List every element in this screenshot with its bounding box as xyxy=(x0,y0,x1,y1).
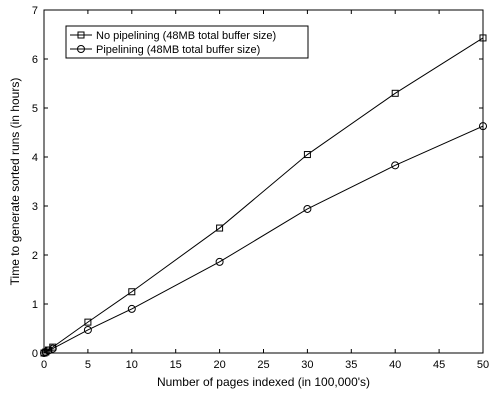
data-point-pipelining xyxy=(44,346,53,355)
x-tick-label: 40 xyxy=(389,359,401,371)
x-tick-label: 35 xyxy=(345,359,357,371)
legend-label-no-pipelining: No pipelining (48MB total buffer size) xyxy=(96,30,276,42)
y-tick-label: 6 xyxy=(32,54,38,66)
data-point-pipelining xyxy=(127,304,136,313)
x-tick-label: 45 xyxy=(433,359,445,371)
y-tick-label: 5 xyxy=(32,103,38,115)
y-tick-label: 0 xyxy=(32,348,38,360)
y-tick-label: 2 xyxy=(32,250,38,262)
data-point-pipelining xyxy=(391,161,400,170)
data-point-pipelining xyxy=(479,122,487,131)
data-point-no-pipelining xyxy=(391,89,399,97)
y-tick-label: 1 xyxy=(32,299,38,311)
data-point-no-pipelining xyxy=(216,224,224,232)
series-layer xyxy=(40,34,487,357)
data-point-no-pipelining xyxy=(479,34,487,42)
x-tick-label: 50 xyxy=(477,359,489,371)
x-tick-label: 30 xyxy=(301,359,313,371)
y-tick-label: 4 xyxy=(32,152,38,164)
y-tick-label: 3 xyxy=(32,201,38,213)
x-axis-title: Number of pages indexed (in 100,000's) xyxy=(157,375,370,389)
x-tick-label: 0 xyxy=(41,359,47,371)
data-point-no-pipelining xyxy=(128,288,136,296)
x-tick-label: 15 xyxy=(170,359,182,371)
data-point-pipelining xyxy=(215,257,224,266)
x-tick-label: 20 xyxy=(213,359,225,371)
legend-label-pipelining: Pipelining (48MB total buffer size) xyxy=(96,44,260,56)
legend-marker-square xyxy=(77,31,85,39)
data-point-no-pipelining xyxy=(84,318,92,326)
y-axis-title: Time to generate sorted runs (in hours) xyxy=(8,78,22,286)
plot-frame xyxy=(43,9,484,354)
data-point-pipelining xyxy=(83,325,92,334)
data-point-no-pipelining xyxy=(303,151,311,159)
x-tick-label: 10 xyxy=(126,359,138,371)
legend-marker-circle xyxy=(77,45,85,53)
y-tick-label: 7 xyxy=(32,5,38,17)
x-tick-label: 5 xyxy=(85,359,91,371)
data-point-pipelining xyxy=(40,349,48,357)
legend-box xyxy=(65,25,309,59)
data-point-pipelining xyxy=(48,344,57,353)
x-tick-label: 25 xyxy=(257,359,269,371)
data-point-pipelining xyxy=(303,204,312,213)
legend: No pipelining (48MB total buffer size) P… xyxy=(65,25,309,59)
